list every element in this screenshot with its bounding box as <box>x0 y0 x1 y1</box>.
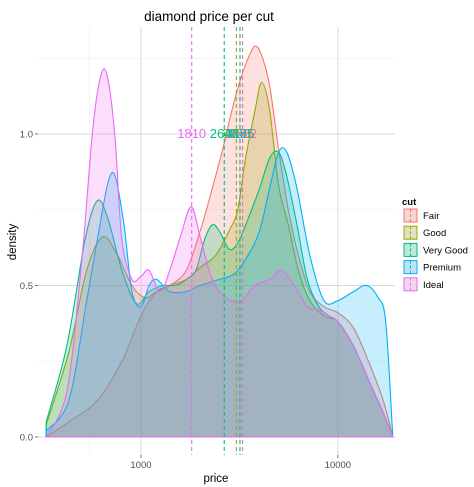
y-tick-label: 1.0 <box>20 130 33 141</box>
y-tick-label: 0.5 <box>20 281 33 292</box>
x-tick-label: 1000 <box>130 460 151 471</box>
density-area-fair <box>44 45 394 438</box>
median-label-good: 3050 <box>222 126 251 141</box>
axes: 0.0 0.5 1.0 1000 10000 <box>20 130 351 472</box>
legend-label-ideal: Ideal <box>423 280 444 291</box>
median-label-ideal: 1810 <box>177 126 206 141</box>
median-label-fair: 3282 <box>228 126 257 141</box>
x-axis-title: price <box>204 473 229 485</box>
density-area-good <box>45 81 394 438</box>
legend: cut Fair Good Very Good Premium Ideal <box>402 197 468 293</box>
legend-label-fair: Fair <box>423 211 439 222</box>
median-label-very-good: 2648 <box>210 126 239 141</box>
median-lines <box>191 27 244 455</box>
median-label-premium: 3185 <box>226 126 255 141</box>
y-axis-title: density <box>7 224 19 261</box>
x-tick-label: 10000 <box>325 460 351 471</box>
legend-label-very-good: Very Good <box>423 245 468 256</box>
legend-label-good: Good <box>423 228 446 239</box>
density-areas <box>44 45 394 438</box>
density-area-ideal <box>45 68 394 438</box>
legend-title: cut <box>402 197 417 208</box>
legend-label-premium: Premium <box>423 263 461 274</box>
chart-title: diamond price per cut <box>144 9 274 24</box>
y-tick-label: 0.0 <box>20 433 33 444</box>
